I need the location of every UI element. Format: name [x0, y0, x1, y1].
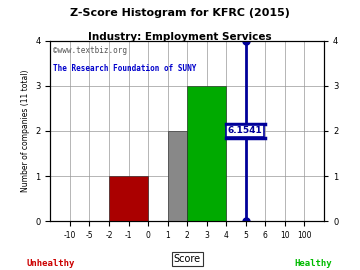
- Text: Industry: Employment Services: Industry: Employment Services: [88, 32, 272, 42]
- Text: Healthy: Healthy: [294, 259, 332, 268]
- Text: Z-Score Histogram for KFRC (2015): Z-Score Histogram for KFRC (2015): [70, 8, 290, 18]
- Text: Score: Score: [174, 254, 201, 264]
- Text: 6.1541: 6.1541: [228, 126, 262, 136]
- Text: Unhealthy: Unhealthy: [26, 259, 75, 268]
- Bar: [168, 131, 187, 221]
- Bar: [187, 86, 226, 221]
- Text: ©www.textbiz.org: ©www.textbiz.org: [53, 46, 127, 55]
- Text: The Research Foundation of SUNY: The Research Foundation of SUNY: [53, 64, 197, 73]
- Bar: [109, 176, 148, 221]
- Y-axis label: Number of companies (11 total): Number of companies (11 total): [21, 70, 30, 192]
